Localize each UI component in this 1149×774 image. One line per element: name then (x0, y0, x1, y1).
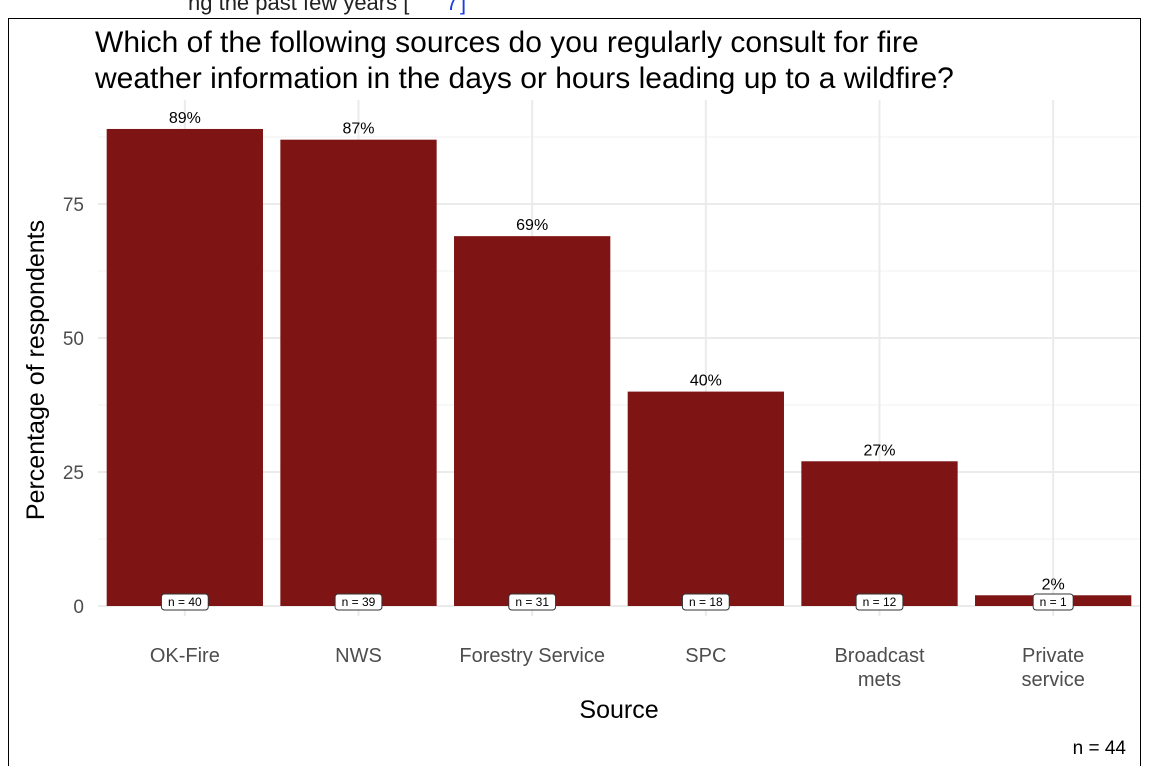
x-tick-label: Private (1022, 645, 1084, 667)
y-axis-label: Percentage of respondents (22, 220, 50, 520)
count-badge-label: n = 12 (863, 595, 897, 609)
bars (106, 128, 1132, 606)
chart-title-line-2: weather information in the days or hours… (94, 62, 954, 95)
y-tick-labels: 0 25 50 75 (63, 195, 84, 618)
count-badge-label: n = 40 (168, 595, 202, 609)
count-badge-box (855, 593, 904, 611)
bar-value-label: 40% (690, 373, 722, 390)
count-badge-label: n = 31 (515, 595, 549, 609)
bar-value-label: 69% (516, 217, 548, 234)
bar (280, 139, 437, 606)
count-badge-box (160, 593, 209, 611)
count-badge-label: n = 18 (689, 595, 723, 609)
x-tick-label: SPC (685, 645, 726, 667)
chart-title-line-1: Which of the following sources do you re… (95, 26, 919, 59)
y-tick-label: 75 (63, 195, 84, 216)
grid-minor (98, 136, 1140, 540)
bar (801, 461, 958, 606)
count-badge-box (508, 593, 557, 611)
bar-value-label: 89% (169, 110, 201, 127)
y-tick-label: 25 (63, 463, 84, 484)
x-tick-label: NWS (335, 645, 382, 667)
count-badge-label: n = 39 (342, 595, 376, 609)
header-fragment-bracket: ] (460, 0, 466, 15)
x-tick-label: OK-Fire (150, 645, 220, 667)
bar-count-badge: n = 31 (508, 593, 557, 611)
x-tick-labels: OK-Fire NWS Forestry Service SPC Broadcastme… (150, 645, 1085, 691)
x-axis-label: Source (579, 696, 658, 724)
y-tick-label: 0 (73, 597, 84, 618)
bar-count-badge: n = 40 (160, 593, 209, 611)
x-tick-label: service (1021, 669, 1084, 691)
bar-count-badge: n = 18 (681, 593, 730, 611)
bar-count-badge: n = 39 (334, 593, 383, 611)
figure-frame (8, 18, 1141, 766)
y-tick-label: 50 (63, 329, 84, 350)
count-badge-box (334, 593, 383, 611)
bar-count-badge: n = 12 (855, 593, 904, 611)
count-badge-box (681, 593, 730, 611)
header-fragment-text: ng the past few years [ (188, 0, 409, 15)
count-badge-box (1032, 593, 1074, 611)
count-labels: n = 40 n = 39 n = 31 n = 18 n = 12 n = 1 (160, 593, 1074, 611)
count-badge-label: n = 1 (1040, 595, 1067, 609)
bar-value-label: 27% (863, 442, 895, 459)
header-fragment: ng the past few years [ 7 ] (0, 0, 1149, 18)
header-fragment-ref: 7 (446, 0, 458, 15)
bar (106, 128, 263, 606)
x-tick-label: Broadcast (834, 645, 924, 667)
x-tick-label: mets (858, 669, 901, 691)
bar (454, 236, 611, 606)
caption-total-n: n = 44 (1073, 738, 1127, 759)
x-tick-label: Forestry Service (459, 645, 605, 667)
value-labels: 89% 87% 69% 40% 27% 2% (169, 110, 1065, 593)
bar-count-badge: n = 1 (1032, 593, 1074, 611)
bar-value-label: 2% (1042, 576, 1065, 593)
bar-value-label: 87% (342, 121, 374, 138)
bar (627, 391, 784, 606)
